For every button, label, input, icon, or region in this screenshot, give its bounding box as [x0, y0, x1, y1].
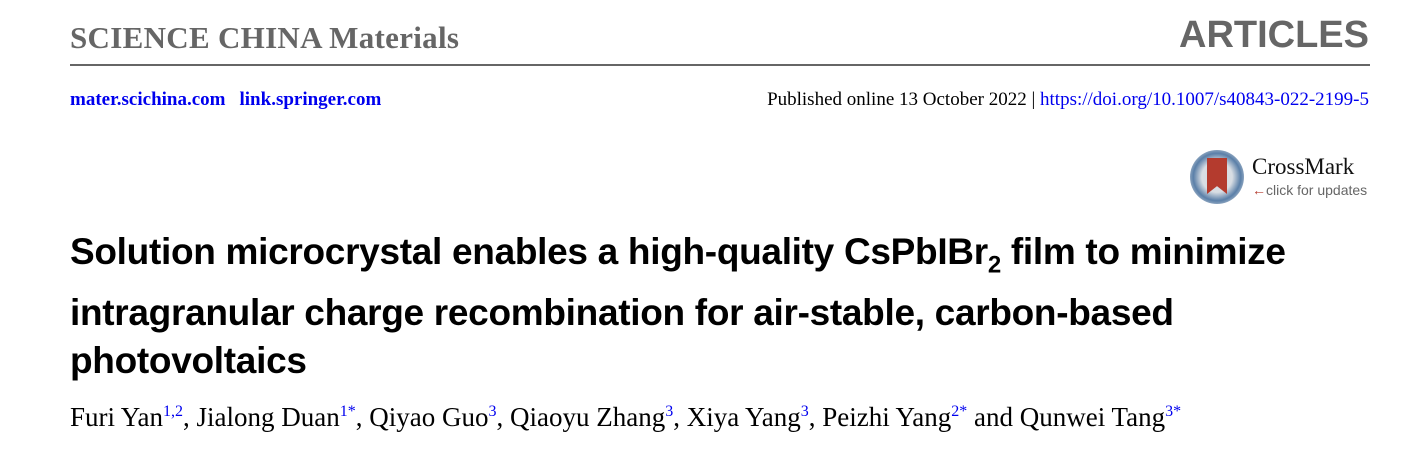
published-date: Published online 13 October 2022: [767, 89, 1027, 110]
affiliation-mark[interactable]: 2*: [951, 403, 968, 420]
crossmark-label: CrossMark: [1252, 154, 1355, 179]
link-scichina[interactable]: mater.scichina.com: [70, 89, 226, 110]
author-separator: and: [967, 402, 1020, 432]
doi-link[interactable]: https://doi.org/10.1007/s40843-022-2199-…: [1040, 89, 1369, 110]
separator: |: [1031, 89, 1036, 110]
affiliation-mark[interactable]: 3*: [1165, 403, 1182, 420]
author-separator: ,: [183, 402, 197, 432]
journal-name: SCIENCE CHINA Materials: [70, 20, 460, 55]
author-separator: ,: [496, 402, 511, 432]
author: Qiaoyu Zhang3: [510, 402, 673, 432]
arrow-left-icon: ←: [1252, 182, 1266, 198]
author-name: Qunwei Tang: [1019, 402, 1166, 432]
affiliation-mark[interactable]: 3: [800, 403, 809, 420]
affiliation-mark[interactable]: 3: [488, 403, 497, 420]
author: Jialong Duan1*: [197, 402, 356, 432]
author-name: Qiaoyu Zhang: [510, 402, 666, 432]
title-part2: film to minimize intragranular charge re…: [70, 231, 1286, 382]
affiliation-mark[interactable]: 1*: [339, 403, 356, 420]
title-subscript: 2: [987, 251, 1001, 279]
publication-info: Published online 13 October 2022 | https…: [767, 89, 1369, 111]
author-name: Xiya Yang: [686, 402, 801, 432]
author-name: Qiyao Guo: [369, 402, 489, 432]
journal-links: mater.scichina.com link.springer.com: [70, 89, 395, 111]
ribbon-icon: [1207, 158, 1227, 194]
header-divider: [70, 64, 1370, 66]
author-name: Furi Yan: [70, 402, 164, 432]
crossmark-sub: ←click for updates: [1252, 182, 1367, 198]
author: Furi Yan1,2: [70, 402, 183, 432]
author: Qiyao Guo3: [369, 402, 496, 432]
article-title: Solution microcrystal enables a high-qua…: [70, 228, 1370, 385]
crossmark-logo-icon: [1190, 150, 1244, 204]
affiliation-mark[interactable]: 1,2: [163, 403, 184, 420]
section-label: ARTICLES: [1179, 14, 1369, 56]
author-name: Jialong Duan: [196, 402, 340, 432]
author: Qunwei Tang3*: [1020, 402, 1181, 432]
author-list: Furi Yan1,2, Jialong Duan1*, Qiyao Guo3,…: [70, 402, 1181, 433]
crossmark-button[interactable]: CrossMark ←click for updates: [1190, 148, 1370, 206]
author-separator: ,: [808, 402, 823, 432]
author-name: Peizhi Yang: [822, 402, 952, 432]
title-part1: Solution microcrystal enables a high-qua…: [70, 231, 988, 272]
affiliation-mark[interactable]: 3: [665, 403, 674, 420]
link-springer[interactable]: link.springer.com: [239, 89, 382, 110]
author-separator: ,: [355, 402, 370, 432]
crossmark-sub-text: click for updates: [1266, 182, 1368, 198]
author: Peizhi Yang2*: [822, 402, 967, 432]
author-separator: ,: [673, 402, 687, 432]
author: Xiya Yang3: [687, 402, 809, 432]
